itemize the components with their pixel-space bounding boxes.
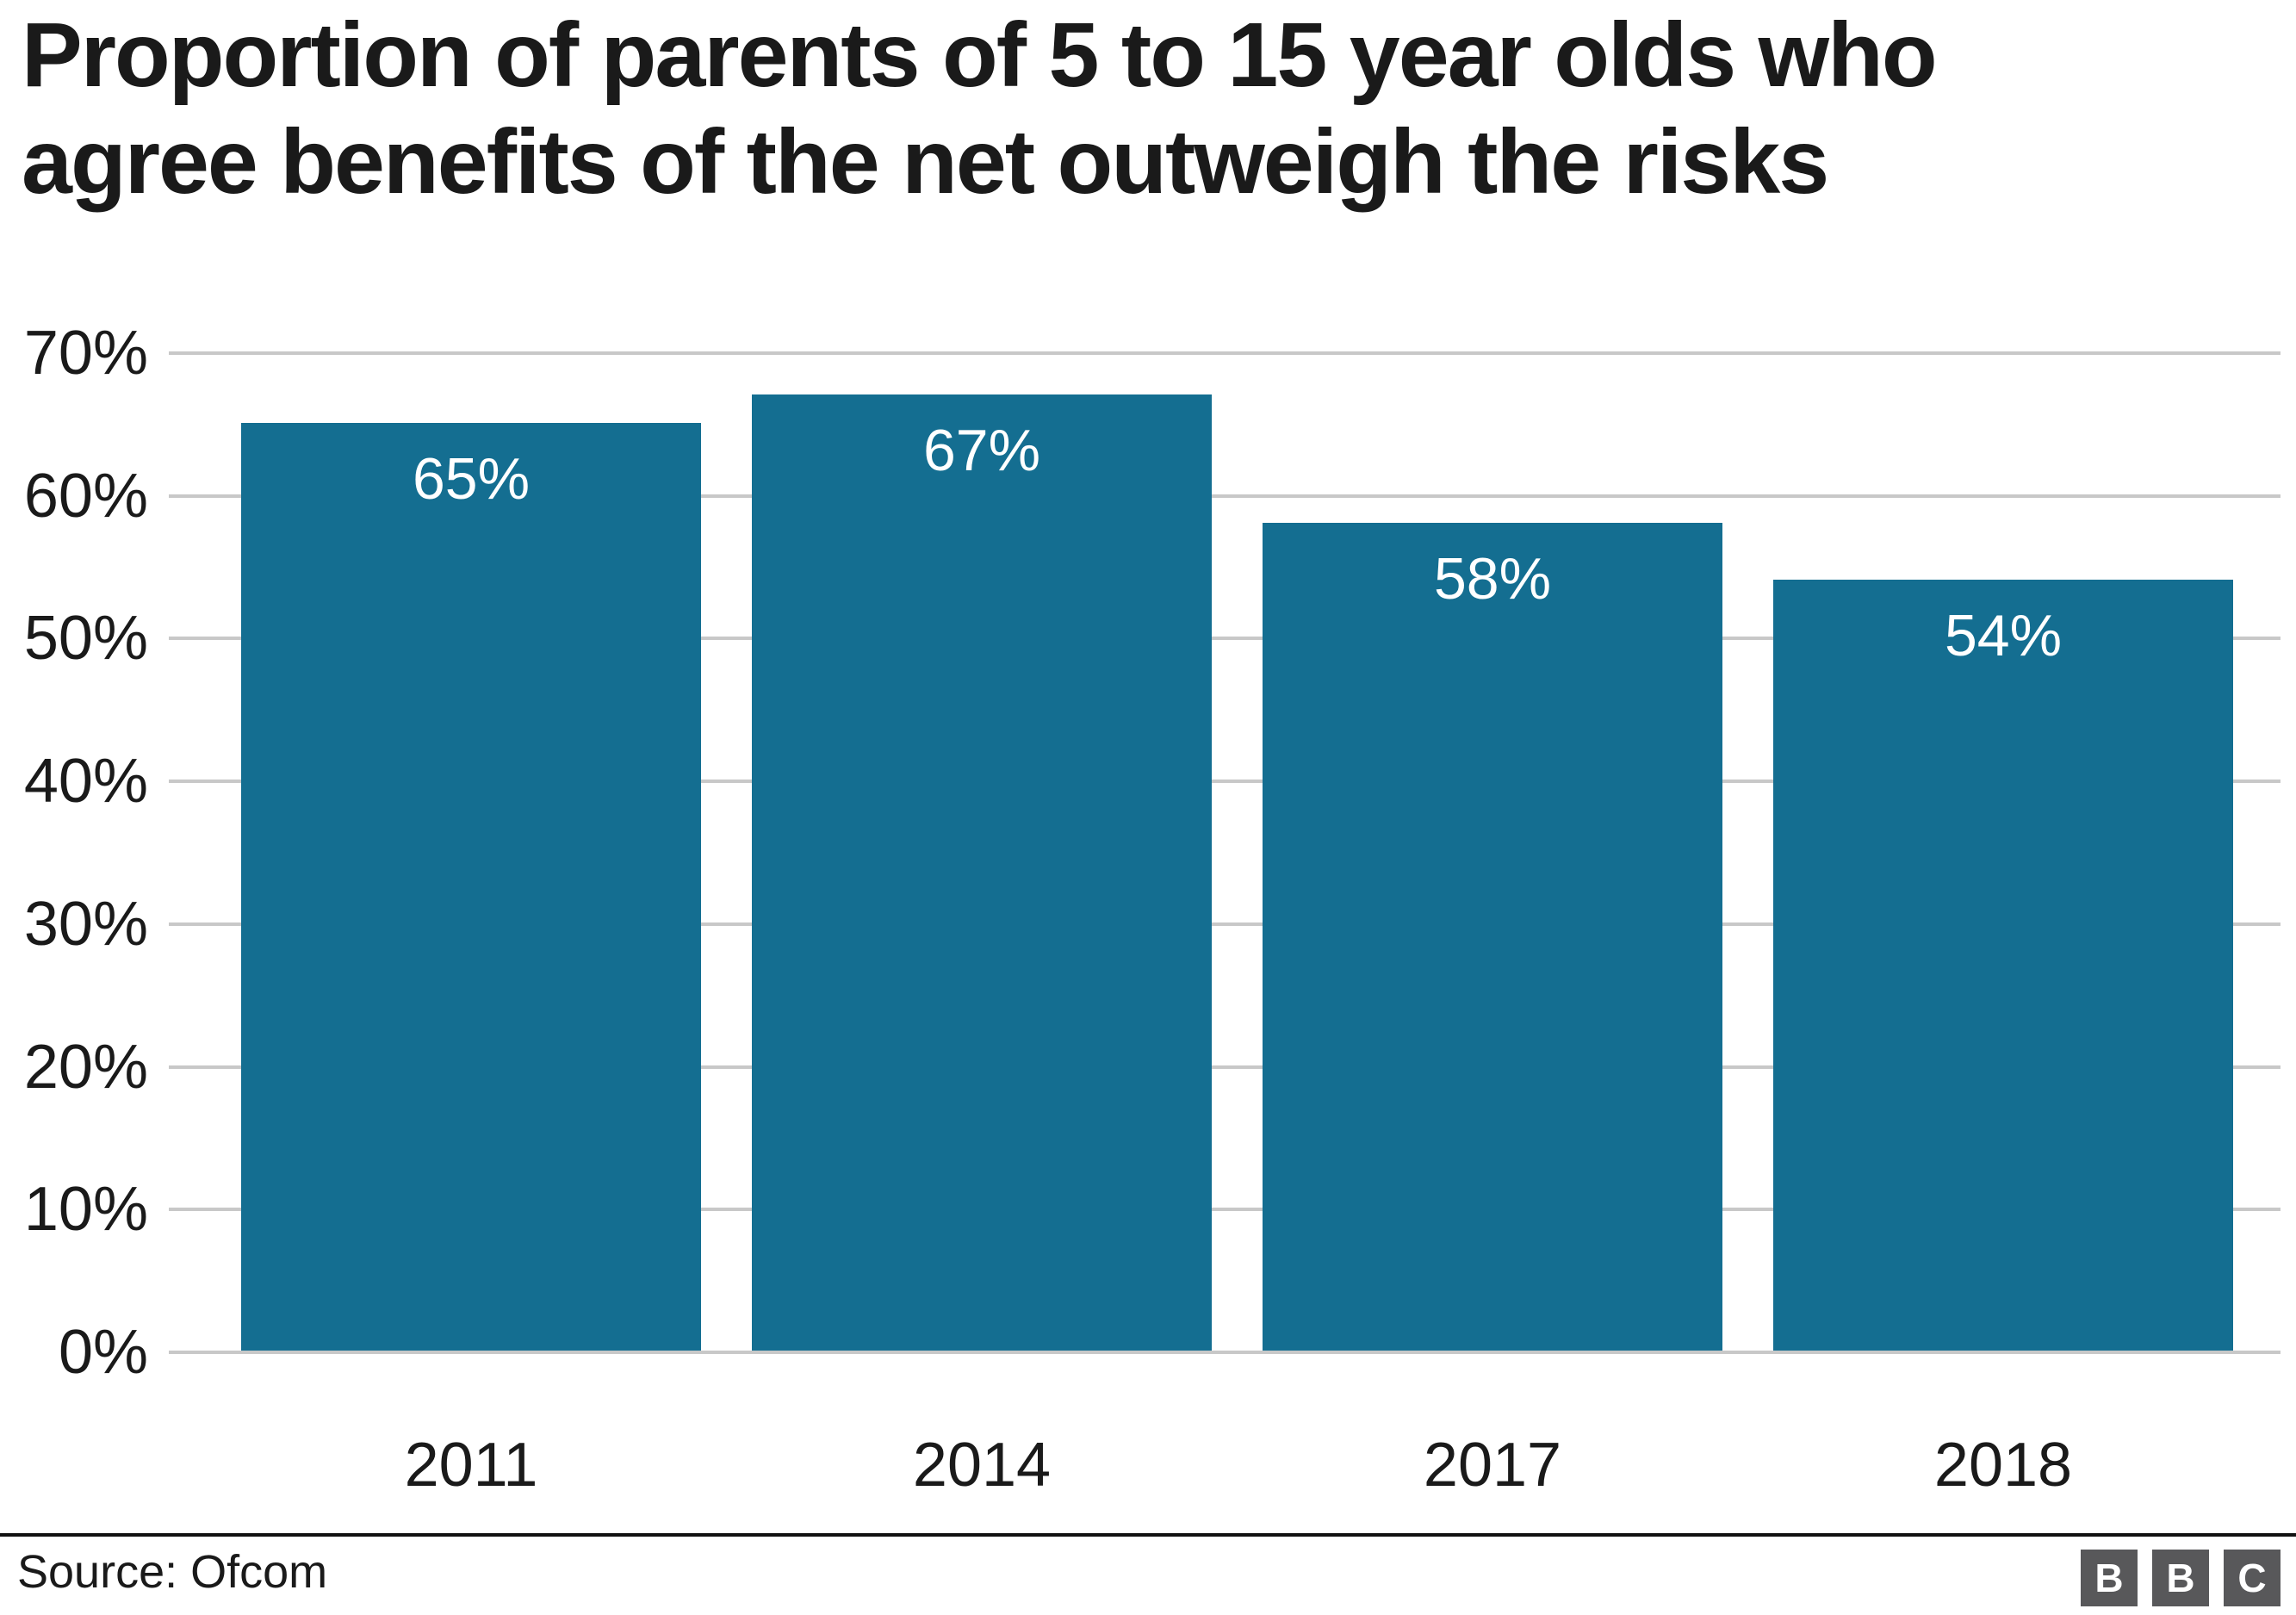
x-axis-label-2014: 2014 [912, 1431, 1052, 1500]
bar-2018: 54% [1773, 580, 2233, 1351]
source-label: Source: Ofcom [17, 1546, 328, 1598]
chart-title-line-2: agree benefits of the net outweigh the r… [22, 111, 1829, 213]
y-axis-tick-label: 40% [23, 747, 148, 817]
y-axis-tick-label: 10% [23, 1175, 148, 1245]
gridline-0% [169, 1351, 2280, 1354]
gridline-70% [169, 351, 2280, 356]
y-axis-tick-label: 30% [23, 889, 148, 959]
bar-value-label: 67% [922, 417, 1041, 483]
gridline-20% [169, 1065, 2280, 1069]
gridline-10% [169, 1208, 2280, 1212]
bar-2014: 67% [752, 394, 1212, 1351]
y-axis-tick-label: 20% [23, 1032, 148, 1102]
y-axis-tick-label: 50% [23, 604, 148, 674]
bar-value-label: 58% [1433, 545, 1552, 612]
gridline-40% [169, 780, 2280, 784]
chart-title-line-1: Proportion of parents of 5 to 15 year ol… [22, 4, 1938, 106]
gridline-30% [169, 922, 2280, 926]
y-axis-tick-label: 70% [23, 319, 148, 388]
x-axis-label-2011: 2011 [404, 1431, 538, 1500]
x-axis-label-2017: 2017 [1423, 1431, 1562, 1500]
bar-2017: 58% [1263, 522, 1722, 1351]
gridline-60% [169, 494, 2280, 498]
bar-value-label: 65% [412, 445, 531, 512]
bbc-logo-box-2: B [2152, 1550, 2209, 1606]
x-axis-label-2018: 2018 [1933, 1431, 2073, 1500]
chart-title: Proportion of parents of 5 to 15 year ol… [22, 2, 1938, 215]
bar-2011: 65% [241, 422, 701, 1351]
footer-divider [0, 1533, 2296, 1537]
bbc-logo-box-3: C [2224, 1550, 2280, 1606]
y-axis-tick-label: 0% [58, 1318, 148, 1387]
bbc-logo-box-1: B [2081, 1550, 2138, 1606]
bbc-logo: B B C [2081, 1550, 2280, 1606]
y-axis-tick-label: 60% [23, 461, 148, 531]
gridline-50% [169, 637, 2280, 641]
bar-value-label: 54% [1944, 603, 2063, 669]
